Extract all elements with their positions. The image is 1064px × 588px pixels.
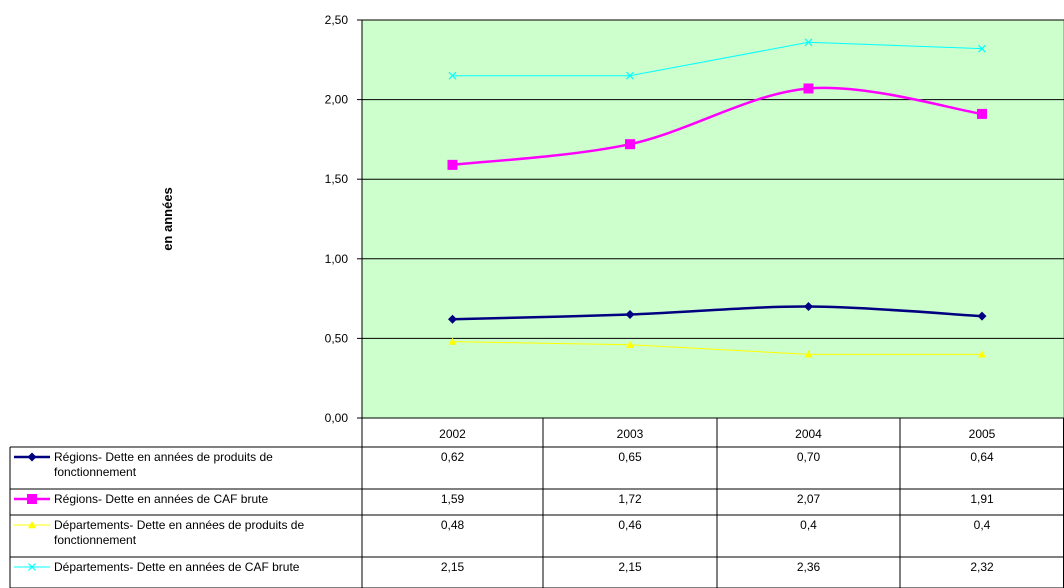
data-point [804,350,813,358]
plot-background [361,19,1064,419]
table-cell-value: 1,91 [970,492,994,506]
legend-entry: Départements- Dette en années de CAF bru… [54,560,300,574]
data-point [977,108,987,119]
y-tick-label: 2,00 [325,93,349,107]
table-cell-value: 1,59 [440,492,465,506]
data-point [977,311,987,321]
data-point [626,71,634,80]
legend-entry: Régions- Dette en années de CAF brute [54,492,269,506]
table-cell-value: 0,4 [800,518,817,532]
table-cell-value: 2,15 [618,560,642,574]
table-cell-value: 0,48 [440,518,465,532]
data-point [447,159,458,170]
y-tick-label: 2,50 [325,13,349,27]
data-point [625,139,635,150]
data-point [803,83,814,94]
y-tick-label: 0,00 [325,411,349,425]
data-point-stroke [448,71,457,80]
table-cell-value: 0,4 [973,518,991,532]
category-label: 2005 [969,427,996,441]
series-line [452,305,983,321]
data-point [804,38,813,47]
table-cell-value: 0,70 [796,450,821,464]
legend-entry: Régions- Dette en années de produits de … [54,450,273,479]
data-point [978,350,986,358]
series-line [452,86,983,167]
data-point-stroke [626,71,634,80]
series-line [452,341,982,355]
table-cell-value: 0,64 [970,450,994,464]
data-point-stroke [804,38,813,47]
data-point [804,302,813,312]
y-tick-label: 0,50 [325,331,349,345]
series-line [452,41,983,77]
data-point [625,310,635,320]
table-cell-value: 0,65 [618,450,642,464]
category-label: 2003 [617,427,644,441]
table-cell-value: 2,32 [970,560,994,574]
category-label: 2004 [795,427,822,441]
data-point-stroke [978,44,986,53]
data-point-stroke [28,563,36,571]
y-tick-label: 1,00 [325,252,349,266]
table-cell-value: 0,62 [440,450,465,464]
table-cell-value: 2,07 [796,492,821,506]
table-cell-value: 2,15 [440,560,465,574]
legend-entry: Départements- Dette en années de produit… [54,518,305,547]
plot-area: 0,00 0,50 1,00 1,50 2,00 2,50 [325,13,1064,425]
category-label: 2002 [439,427,466,441]
table-cell-value: 0,46 [618,518,642,532]
data-point [448,314,457,324]
table-cell-value: 1,72 [618,492,642,506]
y-axis-label: en années [160,187,175,251]
data-point [448,71,457,80]
data-point [626,340,634,348]
data-point [448,337,457,345]
data-point [978,44,986,53]
data-point [27,452,37,462]
table-cell-value: 2,36 [796,560,821,574]
data-point [27,494,37,504]
data-point [28,563,36,571]
y-tick-label: 1,50 [325,172,349,186]
data-point [28,521,36,529]
